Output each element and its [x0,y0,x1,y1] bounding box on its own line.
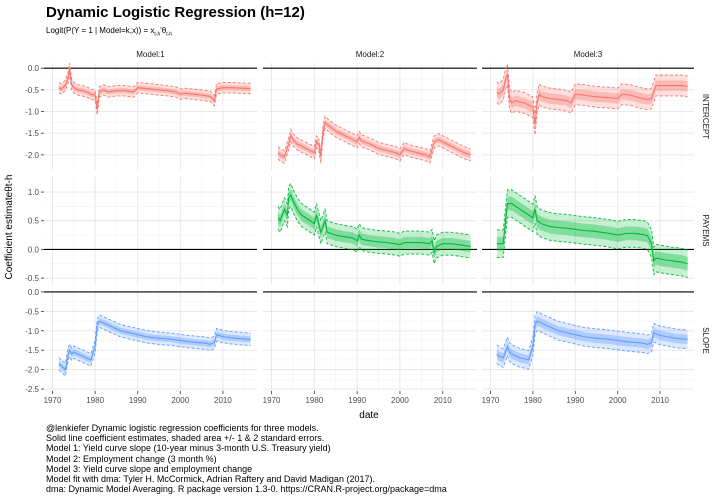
x-tick-label: 1990 [348,396,366,405]
se-band-2 [496,311,688,370]
facet-row-label: PAYEMS [701,214,710,246]
facet-row-label: SLOPE [701,327,710,354]
caption-line: Model 2: Employment change (3 month %) [46,453,217,464]
se-band-2 [496,189,688,278]
panel-background [263,176,477,285]
chart-subtitle: Logit(P(Y = 1 | Model=k,x)) = xt-h'θt-h [46,26,173,38]
upper-bound-line [277,182,471,243]
panel-background [263,63,477,170]
y-tick-label: -0.5 [25,307,39,316]
y-tick-label: 0.0 [28,245,40,254]
x-tick-label: 1970 [263,396,281,405]
lower-bound-line [496,329,688,370]
caption-line: Model 3: Yield curve slope and employmen… [46,463,253,474]
x-tick-label: 2000 [391,396,409,405]
se-band-2 [277,183,471,264]
facet-column-label: Model:1 [136,50,165,59]
lower-bound-line [277,127,471,164]
lower-bound-line [58,326,251,377]
se-band-2 [496,64,688,135]
y-tick-label: -2.0 [25,151,39,160]
estimate-line [277,193,471,255]
se-band-1 [277,189,471,259]
upper-bound-line [496,311,688,352]
estimate-line [277,121,471,158]
caption-line: Model 1: Yield curve slope (10-year minu… [46,443,331,454]
estimate-line [58,320,251,371]
facet-column-label: Model:2 [356,50,385,59]
y-tick-label: -1.0 [25,108,39,117]
caption-line: Solid line coefficient estimates, shaded… [46,433,325,444]
estimate-line [496,72,688,125]
y-tick-label: -0.5 [25,86,39,95]
x-tick-label: 1980 [305,396,323,405]
x-tick-label: 2010 [651,396,669,405]
lower-bound-line [496,216,688,278]
x-tick-label: 1980 [86,396,104,405]
x-tick-label: 2010 [214,396,232,405]
lower-bound-line [58,73,251,115]
y-tick-label: -0.5 [25,274,39,283]
upper-bound-line [496,62,688,115]
x-tick-label: 2000 [171,396,189,405]
x-tick-label: 1970 [482,396,500,405]
y-tick-label: 0.5 [28,217,40,226]
se-band-1 [496,69,688,130]
lower-bound-line [277,205,471,266]
facet-row-label: INTERCEPT [701,94,710,139]
x-tick-label: 1990 [566,396,584,405]
x-tick-label: 1990 [129,396,147,405]
caption-line: dma: Dynamic Model Averaging. R package … [46,484,447,495]
caption-line: Model fit with dma: Tyler H. McCormick, … [46,474,375,485]
y-tick-label: 0.0 [28,288,40,297]
estimate-line [496,202,688,265]
lower-bound-line [496,83,688,135]
upper-bound-line [58,314,251,365]
y-tick-label: -2.0 [25,366,39,375]
se-band-2 [58,314,251,376]
x-axis-label: date [359,410,379,421]
x-tick-label: 1980 [524,396,542,405]
y-tick-label: 0.0 [28,64,40,73]
panel-background [482,63,694,170]
se-band-1 [58,317,251,373]
upper-bound-line [496,189,688,251]
x-tick-label: 2000 [609,396,627,405]
y-tick-label: -1.5 [25,346,39,355]
upper-bound-line [277,115,471,152]
facet-column-label: Model:3 [574,50,603,59]
se-band-1 [58,65,251,112]
x-tick-label: 1970 [44,396,62,405]
y-tick-label: -2.5 [25,385,39,394]
caption-line: @lenkiefer Dynamic logistic regression c… [46,423,319,433]
y-tick-label: 1.0 [28,188,40,197]
panel-background [44,63,257,170]
upper-bound-line [58,62,251,105]
y-tick-label: -1.5 [25,129,39,138]
chart-caption: @lenkiefer Dynamic logistic regression c… [46,423,447,494]
se-band-2 [58,63,251,115]
estimate-line [496,320,688,361]
se-band-1 [496,316,688,365]
chart-title: Dynamic Logistic Regression (h=12) [46,4,305,21]
se-band-1 [496,196,688,271]
y-tick-label: -1.0 [25,327,39,336]
y-axis-label: Coefficient estimateθt-h [4,175,15,280]
x-tick-label: 2010 [434,396,452,405]
panel-background [44,176,257,285]
se-band-1 [277,119,471,161]
se-band-2 [277,116,471,164]
estimate-line [58,68,251,110]
